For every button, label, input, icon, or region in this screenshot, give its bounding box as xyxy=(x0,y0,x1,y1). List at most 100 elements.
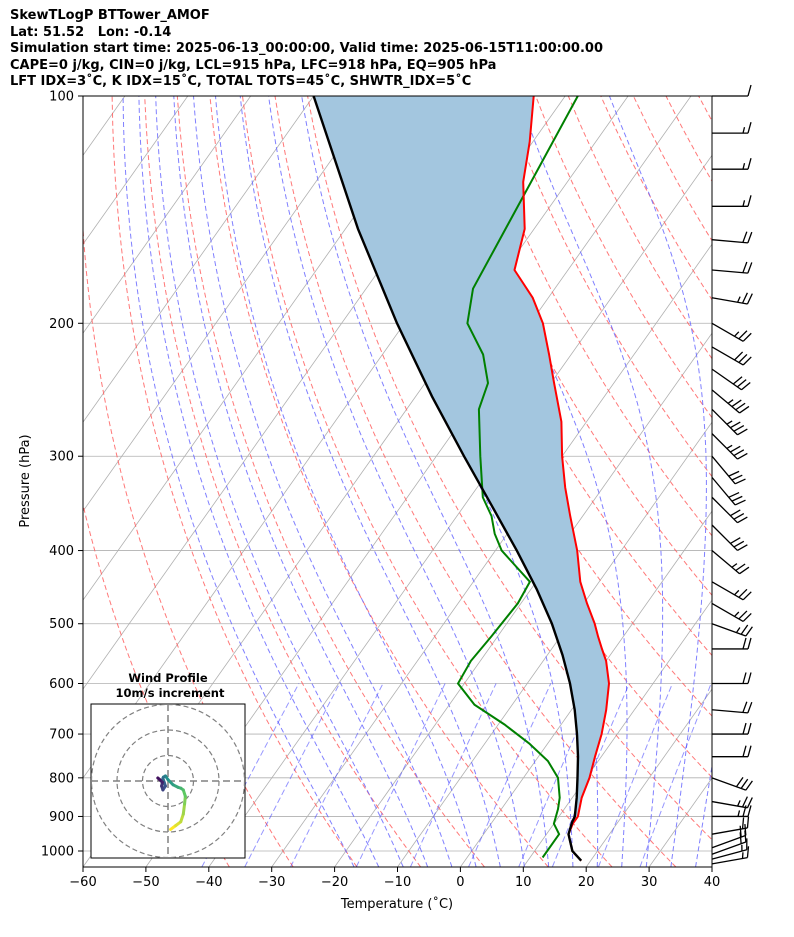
x-tick-label: 30 xyxy=(641,875,658,890)
wind-barb xyxy=(711,346,752,366)
dry-adiabat-line xyxy=(535,96,712,419)
hodograph-segment xyxy=(156,776,162,782)
isotherm-line xyxy=(397,421,712,867)
x-axis-label: Temperature (˚C) xyxy=(340,896,453,912)
plot-area xyxy=(83,96,794,867)
dry-adiabat-line xyxy=(83,222,294,867)
wind-barb xyxy=(711,838,748,860)
isotherm-line xyxy=(460,510,712,867)
wind-barb xyxy=(711,581,752,601)
moist-adiabat-line xyxy=(301,96,550,867)
wind-barb xyxy=(711,524,748,552)
wind-barb xyxy=(711,292,753,305)
chart-header: SkewTLogP BTTower_AMOF Lat: 51.52 Lon: -… xyxy=(10,8,603,91)
mixing-ratio-line xyxy=(597,683,673,867)
x-axis: −60 −50 −40 −30 −20 −10 0 10 20 30 40 xyxy=(69,867,720,890)
wind-barb xyxy=(711,433,748,460)
moist-adiabat-line xyxy=(155,96,404,867)
hodograph-ring xyxy=(91,704,245,858)
wind-barb xyxy=(711,550,750,575)
isotherm-line xyxy=(83,96,252,334)
isotherm-line xyxy=(775,96,794,867)
title-indices-1: CAPE=0 j/kg, CIN=0 j/kg, LCL=915 hPa, LF… xyxy=(10,57,497,73)
dry-adiabat-line xyxy=(764,96,794,867)
wind-barb xyxy=(711,261,753,274)
wind-barb xyxy=(712,121,752,134)
mixing-ratio-line xyxy=(639,683,712,867)
mixing-ratio-line xyxy=(468,683,552,867)
dry-adiabat-line xyxy=(307,96,712,841)
y-tick-label: 500 xyxy=(49,617,74,632)
isotherm-line xyxy=(83,96,440,601)
wind-barb xyxy=(711,476,746,506)
x-tick-label: 20 xyxy=(578,875,595,890)
wind-barb xyxy=(711,623,753,637)
isotherm-line xyxy=(83,96,189,245)
dry-adiabat-line xyxy=(600,96,712,301)
parcel-profile-line xyxy=(312,96,583,862)
wind-barb xyxy=(711,701,753,714)
wind-barb xyxy=(711,389,750,414)
y-tick-label: 600 xyxy=(49,677,74,692)
moist-adiabat-line xyxy=(138,96,380,867)
wind-barb xyxy=(711,846,750,865)
wind-barb xyxy=(712,722,752,735)
dry-adiabat-line xyxy=(632,96,712,242)
title-station: SkewTLogP BTTower_AMOF xyxy=(10,8,210,23)
hodograph-segment xyxy=(181,802,187,816)
dry-adiabat-line xyxy=(176,96,485,867)
title-times: Simulation start time: 2025-06-13_00:00:… xyxy=(10,41,603,56)
y-tick-label: 1000 xyxy=(41,845,74,860)
x-tick-label: −10 xyxy=(384,875,411,890)
dry-adiabat-line xyxy=(209,96,549,867)
wind-barb xyxy=(711,777,753,791)
x-tick-label: −20 xyxy=(321,875,348,890)
hodograph-subtitle: 10m/s increment xyxy=(116,686,225,700)
y-tick-label: 300 xyxy=(49,450,74,465)
isotherm-line xyxy=(585,688,712,867)
moist-adiabat-line xyxy=(239,96,501,867)
wind-barb xyxy=(711,496,748,524)
x-tick-label: 40 xyxy=(704,875,721,890)
y-tick-label: 900 xyxy=(49,810,74,825)
mixing-ratio-line xyxy=(290,683,384,867)
hodograph-inset: Wind Profile 10m/s increment xyxy=(90,671,246,859)
wind-barb xyxy=(712,745,752,758)
wind-barb xyxy=(712,84,752,97)
moist-adiabat-line xyxy=(215,96,477,867)
wind-barb xyxy=(712,195,752,207)
y-tick-label: 200 xyxy=(49,317,74,332)
isotherm-line xyxy=(522,599,712,867)
moist-adiabat-line xyxy=(445,96,628,867)
wind-barb xyxy=(711,602,752,622)
wind-barb xyxy=(711,455,746,485)
x-tick-label: 0 xyxy=(456,875,464,890)
x-tick-label: −40 xyxy=(195,875,222,890)
dry-adiabat-line xyxy=(242,96,613,867)
isotherm-line xyxy=(334,332,712,867)
wind-barb xyxy=(711,796,753,809)
x-tick-label: 10 xyxy=(515,875,532,890)
wind-barbs xyxy=(711,84,753,865)
isotherm-line xyxy=(83,96,314,423)
dry-adiabat-line xyxy=(437,96,712,596)
wind-barb xyxy=(712,672,752,685)
title-indices-2: LFT IDX=3˚C, K IDX=15˚C, TOTAL TOTS=45˚C… xyxy=(10,74,472,89)
moist-adiabat-line xyxy=(173,96,429,867)
mixing-ratio-line xyxy=(244,683,341,867)
dry-adiabat-line xyxy=(665,96,712,183)
dry-adiabat-line xyxy=(83,502,230,867)
wind-barb xyxy=(711,816,750,835)
y-axis-label: Pressure (hPa) xyxy=(18,434,33,527)
wind-barb xyxy=(711,408,748,436)
temperature-profile-line xyxy=(513,96,611,862)
wind-barb xyxy=(711,823,747,849)
wind-barb xyxy=(712,157,752,170)
cape-region xyxy=(313,96,609,822)
y-tick-label: 800 xyxy=(49,771,74,786)
wind-barb xyxy=(712,637,752,650)
x-tick-label: −30 xyxy=(258,875,285,890)
moist-adiabat-line xyxy=(695,763,712,867)
y-tick-label: 700 xyxy=(49,728,74,743)
